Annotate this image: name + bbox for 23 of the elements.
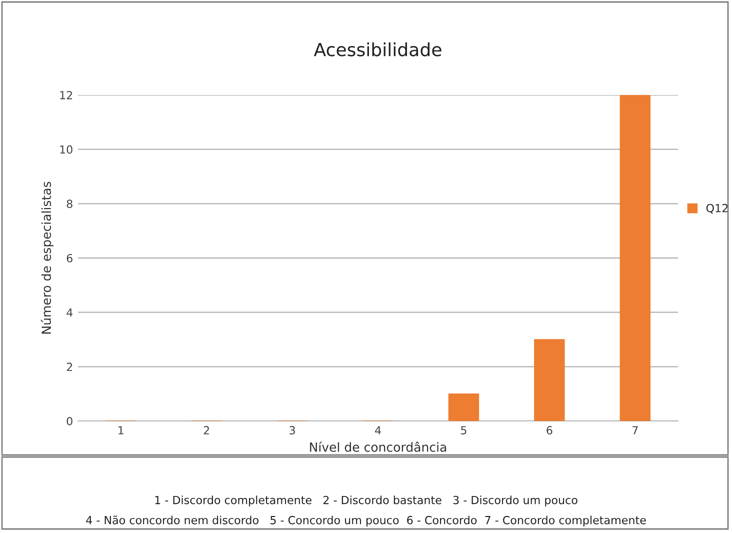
x-tick-label: 1 xyxy=(118,426,124,434)
x-axis-title: Nível de concordância xyxy=(310,442,446,452)
x-tick-label: 7 xyxy=(632,426,638,434)
x-tick-label: 3 xyxy=(290,426,295,434)
chart-title: Acessibilidade xyxy=(314,42,442,56)
text: 1 - Discordo completamente 2 - Discordo bastante 3 - Discordo um pouco xyxy=(155,496,578,506)
x-tick-label: 4 xyxy=(375,426,381,434)
y-tick-label: 6 xyxy=(66,254,72,262)
y-tick-label: 10 xyxy=(60,145,72,154)
bar xyxy=(620,95,650,421)
y-tick-label: 8 xyxy=(66,200,72,208)
y-tick-label: 4 xyxy=(66,308,73,317)
x-tick-label: 5 xyxy=(461,426,466,434)
bar xyxy=(448,393,480,421)
x-tick-label: 6 xyxy=(546,426,552,434)
y-tick-label: 2 xyxy=(66,362,72,371)
y-axis-title: Número de especialistas xyxy=(40,182,54,334)
y-tick-label: 0 xyxy=(66,416,72,426)
x-tick-label: 2 xyxy=(204,426,209,434)
legend-label: Q12 xyxy=(706,204,728,214)
y-tick-label: 12 xyxy=(60,90,72,100)
text: 4 - Não concordo nem discordo 5 - Concordo um pouco 6 - Concordo 7 - Concordo completamente xyxy=(86,516,646,526)
bar xyxy=(534,339,565,421)
